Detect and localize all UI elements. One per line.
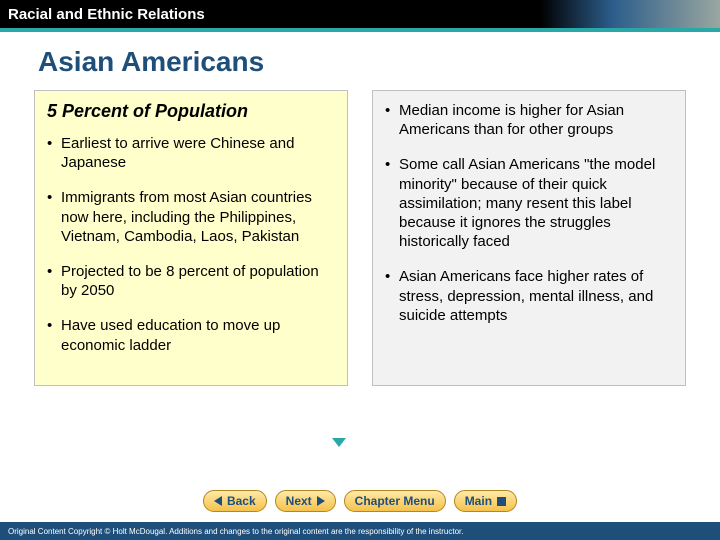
footer-bar: Original Content Copyright © Holt McDoug…: [0, 522, 720, 540]
list-item: Projected to be 8 percent of population …: [47, 262, 335, 300]
main-label: Main: [465, 494, 492, 508]
chapter-title: Racial and Ethnic Relations: [8, 6, 205, 23]
left-panel: 5 Percent of Population Earliest to arri…: [34, 90, 348, 386]
list-item: Immigrants from most Asian countries now…: [47, 188, 335, 246]
page-title: Asian Americans: [0, 32, 720, 90]
next-label: Next: [286, 494, 312, 508]
chapter-menu-label: Chapter Menu: [355, 494, 435, 508]
chapter-menu-button[interactable]: Chapter Menu: [344, 490, 446, 512]
back-button[interactable]: Back: [203, 490, 267, 512]
left-bullet-list: Earliest to arrive were Chinese and Japa…: [47, 134, 335, 355]
right-panel: Median income is higher for Asian Americ…: [372, 90, 686, 386]
back-label: Back: [227, 494, 256, 508]
left-subhead: 5 Percent of Population: [47, 101, 335, 122]
list-item: Have used education to move up economic …: [47, 316, 335, 354]
content-columns: 5 Percent of Population Earliest to arri…: [0, 90, 720, 386]
continue-indicator-icon: [332, 438, 346, 447]
nav-bar: Back Next Chapter Menu Main: [0, 490, 720, 512]
copyright-text: Original Content Copyright © Holt McDoug…: [8, 527, 463, 536]
chapter-header: Racial and Ethnic Relations: [0, 0, 720, 28]
list-item: Some call Asian Americans "the model min…: [385, 155, 673, 251]
main-button[interactable]: Main: [454, 490, 517, 512]
list-item: Asian Americans face higher rates of str…: [385, 267, 673, 325]
right-bullet-list: Median income is higher for Asian Americ…: [385, 101, 673, 325]
next-button[interactable]: Next: [275, 490, 336, 512]
list-item: Earliest to arrive were Chinese and Japa…: [47, 134, 335, 172]
list-item: Median income is higher for Asian Americ…: [385, 101, 673, 139]
stop-icon: [497, 497, 506, 506]
chevron-right-icon: [317, 496, 325, 506]
chevron-left-icon: [214, 496, 222, 506]
